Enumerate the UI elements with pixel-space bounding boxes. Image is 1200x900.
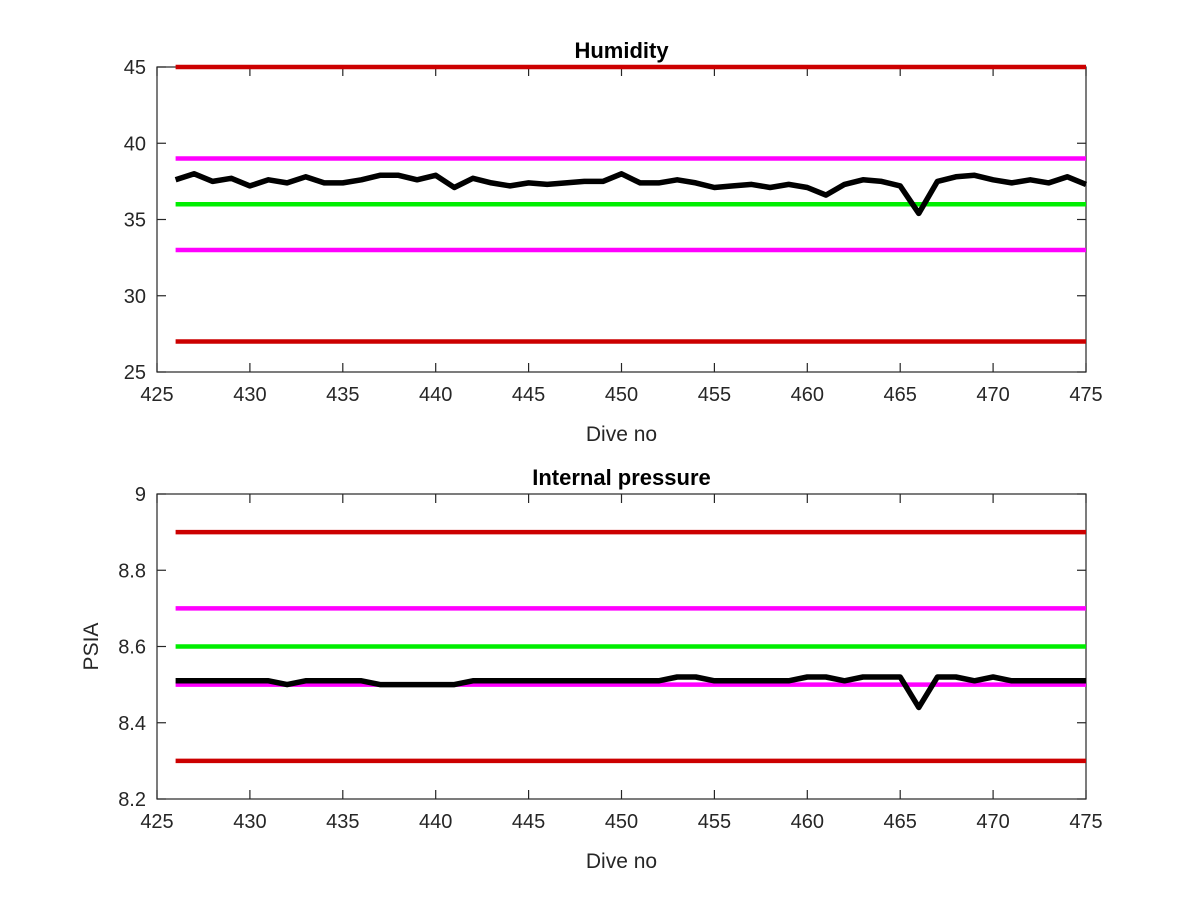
humidity-x-tick-label: 445: [512, 384, 545, 406]
internal-pressure-x-tick-label: 465: [884, 811, 917, 833]
humidity-x-tick-label: 455: [698, 384, 731, 406]
internal-pressure-x-tick-label: 445: [512, 811, 545, 833]
humidity-x-tick-label: 470: [976, 384, 1009, 406]
internal-pressure-x-tick-label: 455: [698, 811, 731, 833]
humidity-x-tick-label: 465: [884, 384, 917, 406]
humidity-data-line: [174, 171, 1088, 217]
internal-pressure-x-tick-label: 450: [605, 811, 638, 833]
humidity-y-tick-label: 40: [124, 133, 146, 155]
humidity-axes: 425 430 435 440 445 450 455 460 465 470 475 25 30 35 4…: [124, 38, 1103, 446]
humidity-x-tick-label: 430: [233, 384, 266, 406]
humidity-x-tick-label: 475: [1069, 384, 1102, 406]
internal-pressure-data-line: [175, 674, 1086, 711]
humidity-x-tick-label: 450: [605, 384, 638, 406]
humidity-y-tick-label: 25: [124, 362, 146, 384]
humidity-chart-title: Humidity: [574, 38, 669, 63]
internal-pressure-y-tick-label: 8.8: [118, 560, 146, 582]
humidity-y-tick-label: 35: [124, 210, 146, 232]
humidity-y-tick-label: 45: [124, 57, 146, 79]
humidity-x-tick-label: 460: [791, 384, 824, 406]
internal-pressure-x-tick-label: 435: [326, 811, 359, 833]
internal-pressure-x-tick-label: 475: [1069, 811, 1102, 833]
internal-pressure-x-axis-label: Dive no: [586, 850, 657, 873]
humidity-x-tick-label: 425: [140, 384, 173, 406]
internal-pressure-y-tick-label: 8.2: [118, 789, 146, 811]
humidity-x-axis-label: Dive no: [586, 423, 657, 446]
internal-pressure-x-tick-label: 470: [976, 811, 1009, 833]
internal-pressure-y-tick-label: 8.6: [118, 637, 146, 659]
humidity-y-tick-label: 30: [124, 286, 146, 308]
internal-pressure-x-tick-label: 425: [140, 811, 173, 833]
internal-pressure-x-tick-label: 460: [791, 811, 824, 833]
internal-pressure-x-tick-label: 440: [419, 811, 452, 833]
humidity-plot-area: [156, 66, 1087, 373]
internal-pressure-y-tick-label: 8.4: [118, 713, 146, 735]
internal-pressure-chart-title: Internal pressure: [532, 465, 711, 490]
internal-pressure-y-axis-label: PSIA: [80, 623, 103, 671]
internal-pressure-axes: 425 430 435 440 445 450 455 460 465 470 475 8.2 8.4 8…: [80, 465, 1103, 873]
internal-pressure-x-tick-label: 430: [233, 811, 266, 833]
internal-pressure-y-tick-label: 9: [135, 484, 146, 506]
humidity-x-tick-label: 435: [326, 384, 359, 406]
humidity-x-tick-label: 440: [419, 384, 452, 406]
